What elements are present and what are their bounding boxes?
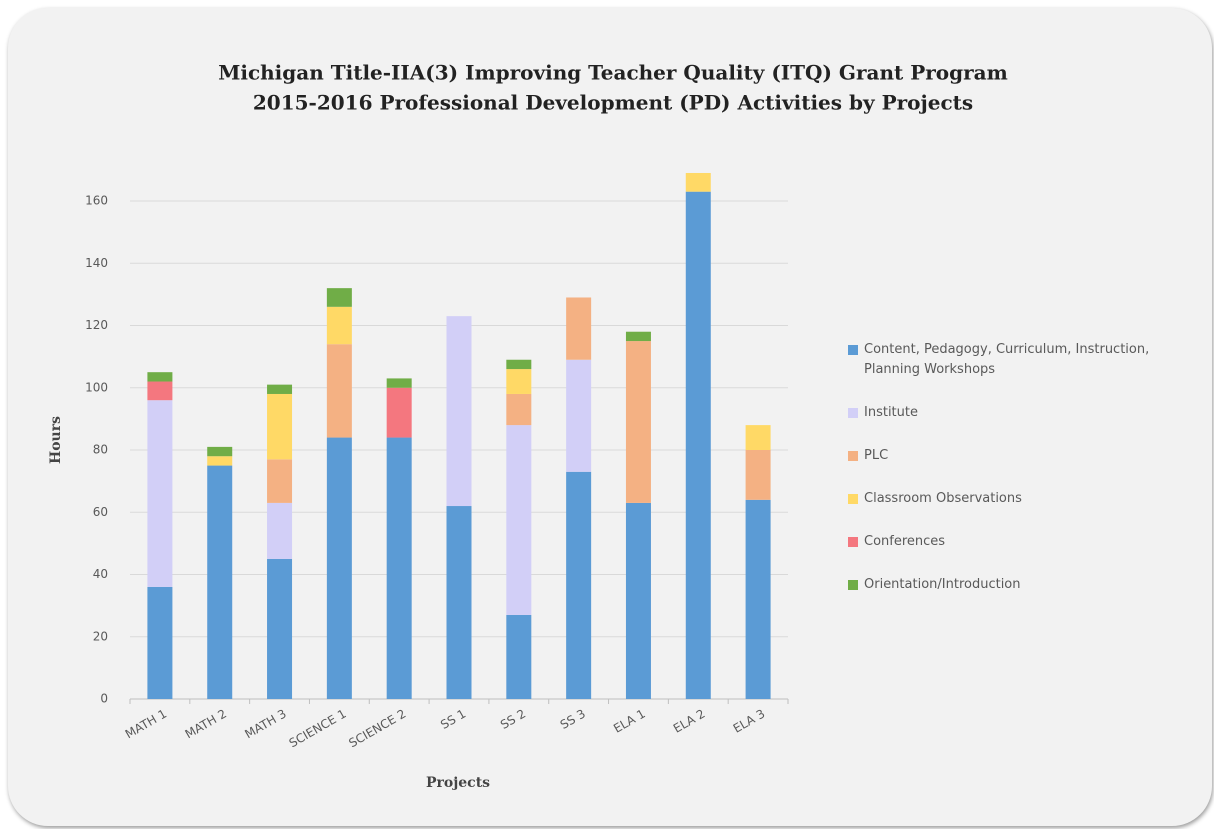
bar-segment bbox=[326, 344, 352, 438]
y-axis-title: Hours bbox=[48, 416, 64, 464]
y-tick-label: 120 bbox=[85, 318, 108, 332]
bar-segment bbox=[566, 359, 592, 472]
bar-segment bbox=[147, 372, 173, 382]
legend-swatch bbox=[848, 451, 858, 461]
legend-swatch bbox=[848, 494, 858, 504]
legend-label: PLC bbox=[864, 448, 889, 463]
y-tick-label: 60 bbox=[93, 505, 108, 519]
bar-segment bbox=[207, 446, 233, 457]
y-tick-label: 20 bbox=[93, 629, 108, 643]
legend: Content, Pedagogy, Curriculum, Instructi… bbox=[848, 340, 1178, 618]
bar-segment bbox=[745, 425, 771, 450]
x-tick-label: MATH 3 bbox=[242, 707, 288, 742]
x-tick-label: MATH 1 bbox=[123, 707, 169, 742]
bar-segment bbox=[625, 331, 651, 342]
x-tick-label: SS 1 bbox=[438, 707, 468, 732]
y-tick-label: 140 bbox=[85, 256, 108, 270]
bar-segment bbox=[386, 437, 412, 699]
bar-segment bbox=[267, 393, 293, 460]
y-tick-label: 40 bbox=[93, 567, 108, 581]
bar-segment bbox=[267, 459, 293, 503]
bar-segment bbox=[326, 288, 352, 307]
legend-label: Classroom Observations bbox=[864, 491, 1022, 506]
x-tick-label: ELA 2 bbox=[671, 707, 708, 736]
bar-segment bbox=[326, 306, 352, 345]
bar-segment bbox=[506, 614, 532, 699]
bar-segment bbox=[625, 502, 651, 699]
bar-segment bbox=[685, 191, 711, 699]
bar-segment bbox=[326, 437, 352, 699]
legend-item: PLC bbox=[848, 446, 1178, 466]
bar-segment bbox=[566, 297, 592, 360]
legend-item: Orientation/Introduction bbox=[848, 575, 1178, 595]
bar-segment bbox=[147, 586, 173, 699]
x-axis-title: Projects bbox=[426, 775, 490, 791]
bar-segment bbox=[566, 471, 592, 699]
bar-segment bbox=[685, 172, 711, 192]
bar-segment bbox=[147, 381, 173, 401]
bar-segment bbox=[147, 400, 173, 587]
x-tick-label: ELA 3 bbox=[731, 707, 768, 736]
legend-item: Conferences bbox=[848, 532, 1178, 552]
x-tick-label: SS 3 bbox=[558, 707, 588, 732]
bar-segment bbox=[267, 502, 293, 559]
legend-label: Content, Pedagogy, Curriculum, Instructi… bbox=[864, 342, 1150, 377]
bar-segment bbox=[506, 393, 532, 426]
chart-title: 2015-2016 Professional Development (PD) … bbox=[253, 91, 973, 115]
x-tick-label: SCIENCE 1 bbox=[287, 707, 349, 751]
bar-segment bbox=[207, 456, 233, 466]
legend-label: Conferences bbox=[864, 534, 946, 549]
bar-segment bbox=[506, 359, 532, 370]
legend-swatch bbox=[848, 345, 858, 355]
bar-segment bbox=[267, 384, 293, 394]
bar-segment bbox=[446, 506, 472, 699]
legend-item: Institute bbox=[848, 403, 1178, 423]
x-tick-label: SS 2 bbox=[498, 707, 528, 732]
legend-item: Classroom Observations bbox=[848, 489, 1178, 509]
x-tick-label: MATH 2 bbox=[183, 707, 229, 742]
legend-item: Content, Pedagogy, Curriculum, Instructi… bbox=[848, 340, 1178, 380]
x-tick-label: ELA 1 bbox=[611, 707, 648, 736]
x-tick-label: SCIENCE 2 bbox=[346, 707, 408, 751]
bar-segment bbox=[267, 558, 293, 699]
bar-segment bbox=[625, 341, 651, 503]
bar-segment bbox=[745, 499, 771, 699]
y-tick-label: 0 bbox=[100, 692, 108, 706]
y-tick-label: 80 bbox=[93, 443, 108, 457]
y-tick-label: 160 bbox=[85, 194, 108, 208]
legend-swatch bbox=[848, 537, 858, 547]
legend-swatch bbox=[848, 408, 858, 418]
chart-title: Michigan Title-IIA(3) Improving Teacher … bbox=[218, 61, 1008, 85]
bar-segment bbox=[386, 378, 412, 388]
bar-segment bbox=[386, 387, 412, 438]
y-tick-label: 100 bbox=[85, 380, 108, 394]
legend-label: Institute bbox=[864, 405, 918, 420]
bar-segment bbox=[446, 316, 472, 507]
legend-swatch bbox=[848, 580, 858, 590]
bar-segment bbox=[207, 465, 233, 699]
bar-segment bbox=[506, 369, 532, 394]
bar-segment bbox=[745, 450, 771, 500]
legend-label: Orientation/Introduction bbox=[864, 577, 1021, 592]
bar-segment bbox=[506, 425, 532, 615]
